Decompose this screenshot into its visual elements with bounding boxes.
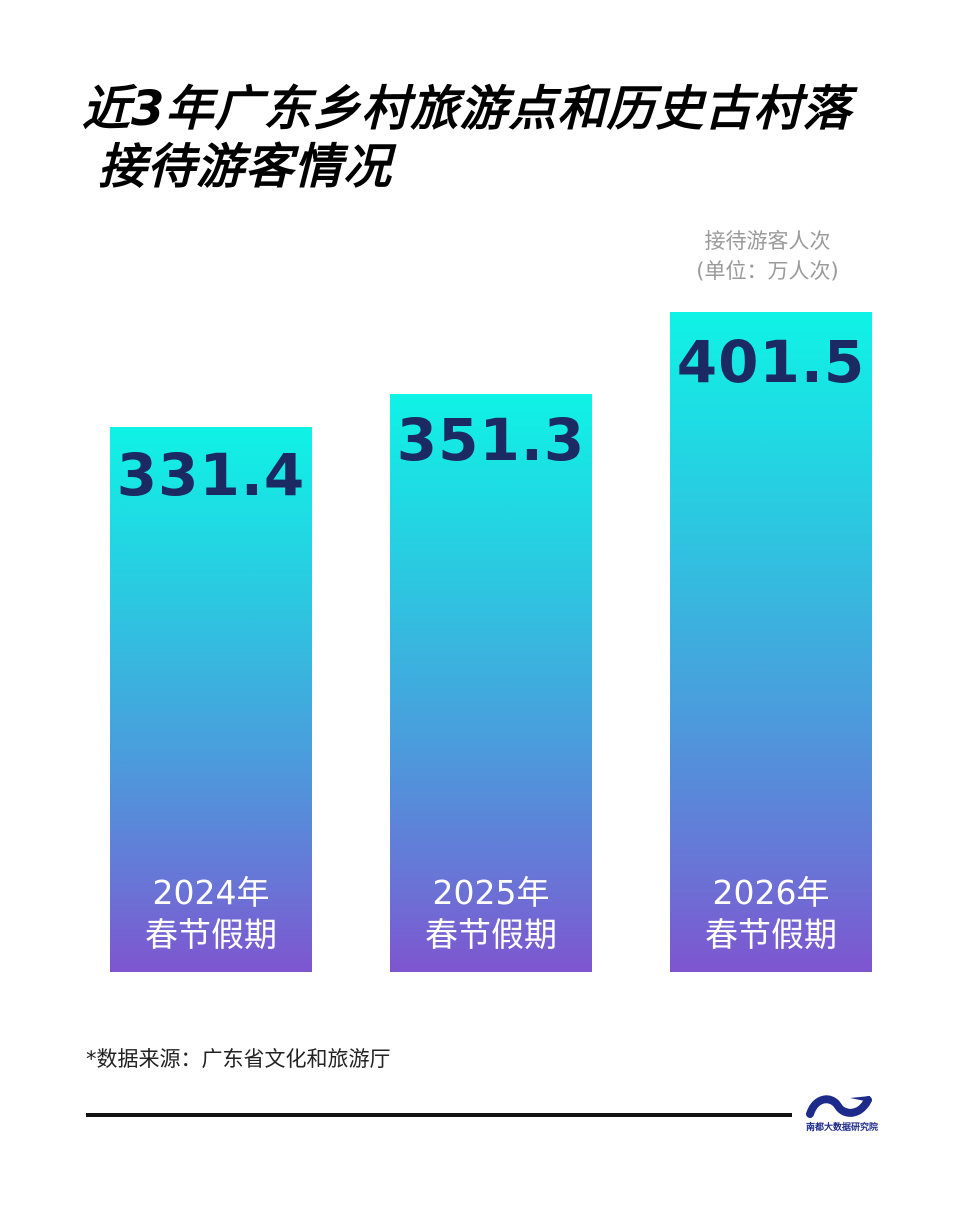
logo-text: 南都大数据研究院 — [806, 1123, 879, 1133]
bar-period: 春节假期 — [145, 915, 277, 954]
bar-2025: 351.3 2025年 春节假期 — [390, 394, 592, 972]
bar-category: 2024年 春节假期 — [110, 872, 312, 956]
unit-line-2: (单位：万人次) — [696, 259, 839, 283]
bar-2024: 331.4 2024年 春节假期 — [110, 427, 312, 972]
bar-period: 春节假期 — [425, 915, 557, 954]
bar-value: 351.3 — [396, 406, 586, 474]
bar-category: 2026年 春节假期 — [670, 872, 872, 956]
wave-logo-icon — [806, 1095, 872, 1118]
chart-title: 近3年广东乡村旅游点和历史古村落 接待游客情况 — [82, 80, 902, 196]
bar-year: 2026年 — [712, 873, 830, 912]
bar-period: 春节假期 — [705, 915, 837, 954]
bar-year: 2024年 — [152, 873, 270, 912]
bar-year: 2025年 — [432, 873, 550, 912]
title-line-1: 近3年广东乡村旅游点和历史古村落 — [82, 81, 852, 137]
footer-divider — [86, 1113, 792, 1117]
bar-value: 331.4 — [116, 441, 306, 509]
title-line-2: 接待游客情况 — [98, 139, 393, 195]
bar-value: 401.5 — [676, 328, 866, 396]
data-source: *数据来源：广东省文化和旅游厅 — [86, 1047, 391, 1071]
bar-2026: 401.5 2026年 春节假期 — [670, 312, 872, 972]
publisher-logo: 南都大数据研究院 — [806, 1092, 879, 1133]
unit-label: 接待游客人次 (单位：万人次) — [680, 226, 855, 286]
bar-category: 2025年 春节假期 — [390, 872, 592, 956]
unit-line-1: 接待游客人次 — [704, 229, 831, 253]
